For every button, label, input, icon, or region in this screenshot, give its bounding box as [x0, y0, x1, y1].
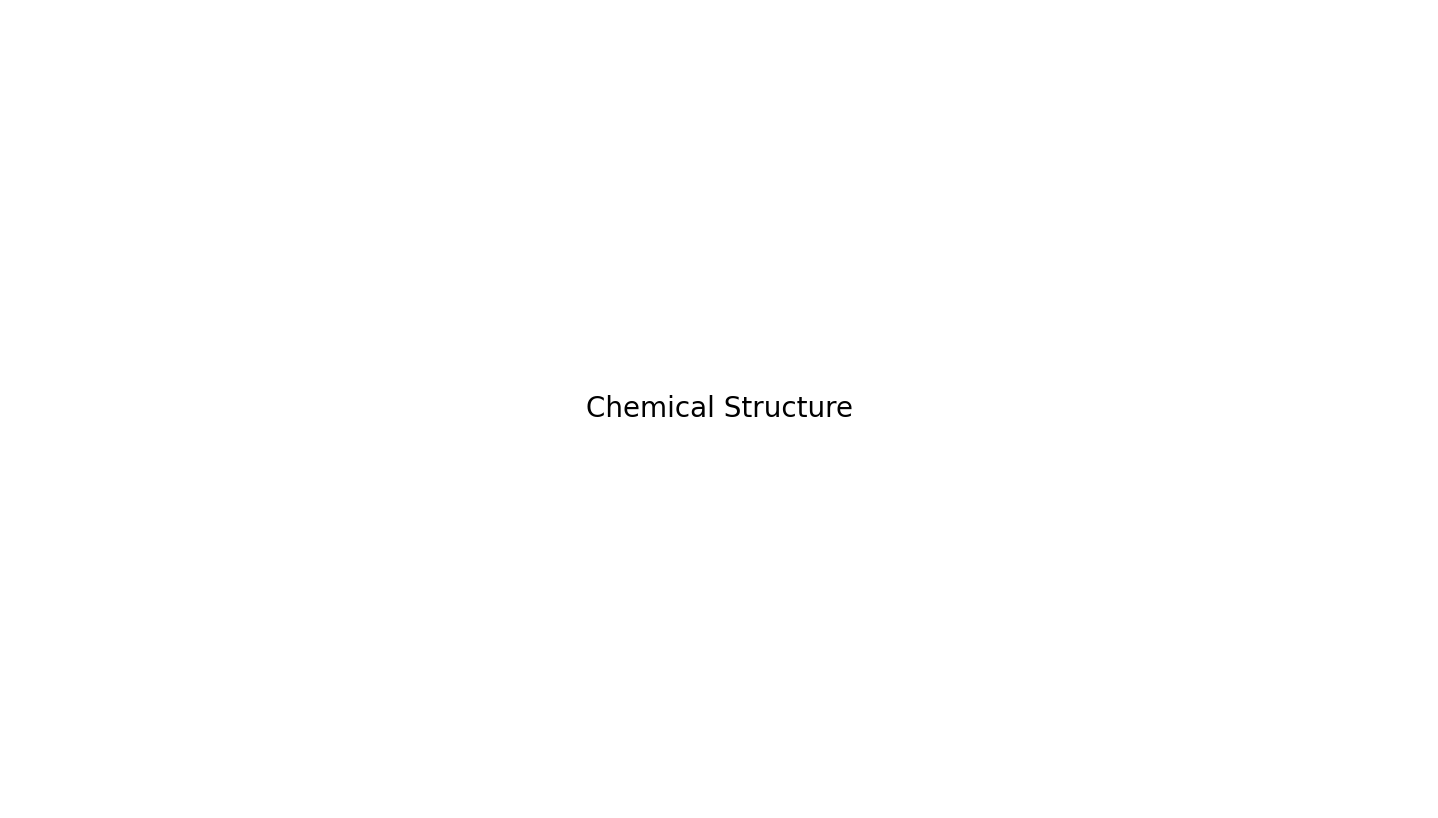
- Text: Chemical Structure: Chemical Structure: [585, 395, 853, 423]
